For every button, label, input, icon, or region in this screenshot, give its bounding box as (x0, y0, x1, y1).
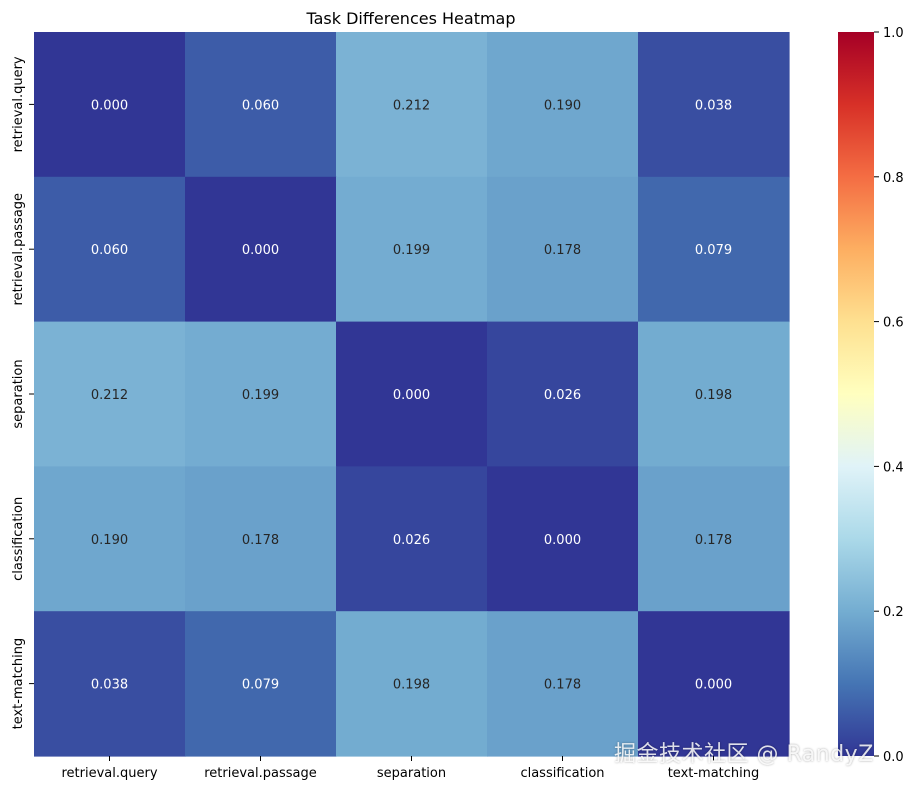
cell-annotation: 0.026 (544, 388, 581, 403)
cell-annotation: 0.000 (242, 243, 279, 258)
cell-annotation: 0.060 (242, 98, 279, 113)
y-tick-label: classification (11, 497, 26, 581)
colorbar-tick-label: 0.4 (883, 460, 904, 475)
y-tick-label: text-matching (11, 638, 26, 730)
cell-annotation: 0.178 (695, 533, 732, 548)
colorbar-tick-label: 0.2 (883, 605, 904, 620)
heatmap-cell (336, 321, 488, 467)
heatmap-cell (185, 176, 337, 323)
heatmap-cell (638, 32, 790, 178)
heatmap-cell (638, 611, 790, 757)
x-axis: retrieval.query retrieval.passage separati… (61, 756, 759, 781)
heatmap-cell (185, 32, 337, 178)
colorbar-tick-label: 0.6 (883, 316, 904, 331)
cell-annotation: 0.079 (695, 243, 732, 258)
heatmap-cell (487, 321, 639, 467)
heatmap-cell (34, 321, 186, 467)
heatmap-cell (336, 611, 488, 757)
x-tick-label: retrieval.query (61, 766, 157, 781)
y-tick-label: separation (11, 359, 26, 428)
cell-annotation: 0.212 (91, 388, 128, 403)
heatmap-cell (34, 611, 186, 757)
colorbar (838, 32, 874, 756)
x-tick-label: retrieval.passage (204, 766, 317, 781)
heatmap-cell (487, 466, 639, 612)
heatmap-cells (34, 32, 790, 757)
heatmap-cell (638, 321, 790, 467)
x-tick-label: classification (520, 766, 604, 781)
heatmap-cell (34, 32, 186, 178)
colorbar-tick-label: 0.8 (883, 171, 904, 186)
heatmap-cell (185, 611, 337, 757)
cell-annotation: 0.000 (393, 388, 430, 403)
heatmap-cell (34, 466, 186, 612)
cell-annotation: 0.026 (393, 533, 430, 548)
heatmap-cell (185, 466, 337, 612)
cell-annotation: 0.190 (544, 98, 581, 113)
heatmap-cell (638, 176, 790, 323)
heatmap-cell (336, 32, 488, 178)
cell-annotation: 0.178 (544, 243, 581, 258)
cell-annotation: 0.178 (242, 533, 279, 548)
cell-annotation: 0.060 (91, 243, 128, 258)
cell-annotation: 0.198 (695, 388, 732, 403)
y-tick-label: retrieval.query (11, 56, 26, 152)
x-tick-label: text-matching (668, 766, 760, 781)
cell-annotation: 0.178 (544, 678, 581, 693)
cell-annotation: 0.199 (242, 388, 279, 403)
cell-annotations: 0.000 0.060 0.212 0.190 0.038 0.060 0.000 0.199… (91, 98, 732, 692)
heatmap-cell (487, 611, 639, 757)
colorbar-axis: 0.0 0.2 0.4 0.6 0.8 1.0 (874, 26, 904, 765)
cell-annotation: 0.038 (695, 98, 732, 113)
heatmap-cell (336, 466, 488, 612)
y-axis: retrieval.query retrieval.passage separati… (11, 56, 34, 729)
heatmap-cell (336, 176, 488, 323)
heatmap-cell (487, 32, 639, 178)
cell-annotation: 0.190 (91, 533, 128, 548)
heatmap-cell (487, 176, 639, 323)
heatmap-cell (185, 321, 337, 467)
cell-annotation: 0.198 (393, 678, 430, 693)
colorbar-tick-label: 0.0 (883, 750, 904, 765)
y-tick-label: retrieval.passage (11, 193, 26, 306)
watermark: 掘金技术社区 @ RandyZ (614, 742, 874, 767)
cell-annotation: 0.199 (393, 243, 430, 258)
cell-annotation: 0.038 (91, 678, 128, 693)
colorbar-tick-label: 1.0 (883, 26, 904, 41)
cell-annotation: 0.000 (544, 533, 581, 548)
heatmap-cell (638, 466, 790, 612)
chart-title: Task Differences Heatmap (305, 9, 515, 28)
cell-annotation: 0.000 (695, 678, 732, 693)
cell-annotation: 0.212 (393, 98, 430, 113)
cell-annotation: 0.000 (91, 98, 128, 113)
cell-annotation: 0.079 (242, 678, 279, 693)
heatmap-cell (34, 176, 186, 323)
x-tick-label: separation (377, 766, 446, 781)
